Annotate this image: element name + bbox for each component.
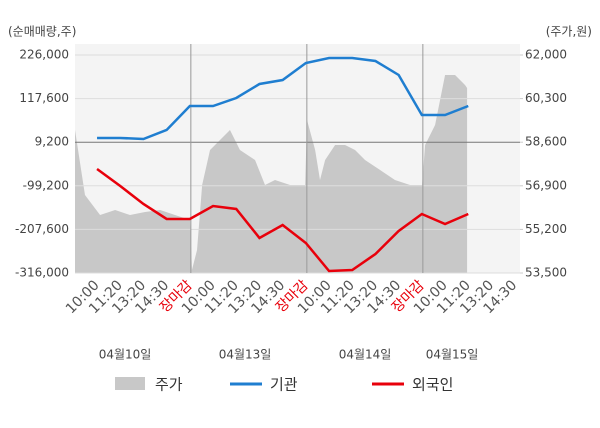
y2-tick-label: 62,000	[525, 48, 567, 62]
y-tick-label: -316,000	[15, 266, 69, 280]
series-line	[96, 167, 469, 273]
y-tick-label: 9,200	[35, 135, 69, 149]
y-tick-label: 226,000	[19, 48, 69, 62]
date-label: 04월14일	[339, 348, 392, 362]
legend-label: 주가	[155, 376, 183, 394]
y-axis-label: (순매매량,주)	[8, 25, 76, 39]
y2-axis-label: (주가,원)	[546, 25, 592, 39]
price-area	[75, 75, 468, 274]
series-line	[97, 56, 469, 141]
date-label: 04월15일	[426, 348, 479, 362]
y-tick-label: -207,600	[15, 222, 69, 236]
y2-tick-label: 60,300	[525, 91, 567, 105]
legend-swatch	[115, 377, 145, 390]
legend-label: 기관	[270, 376, 298, 394]
legend-label: 외국인	[412, 376, 453, 394]
y2-tick-label: 56,900	[525, 178, 567, 192]
date-label: 04월13일	[219, 348, 272, 362]
y-tick-label: -99,200	[23, 178, 69, 192]
y2-tick-label: 53,500	[525, 266, 567, 280]
date-label: 04월10일	[99, 348, 152, 362]
y2-tick-label: 58,600	[525, 135, 567, 149]
y2-tick-label: 55,200	[525, 222, 567, 236]
y-tick-label: 117,600	[19, 91, 69, 105]
